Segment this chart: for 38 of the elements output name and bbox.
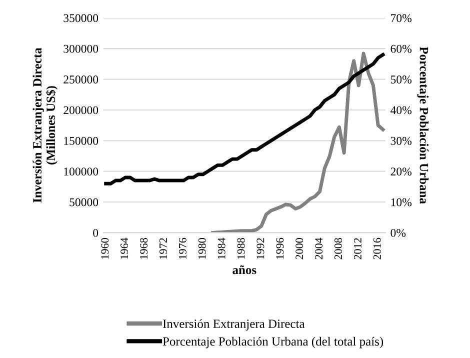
line-series	[211, 52, 385, 233]
y-tick-label: 350000	[64, 14, 98, 22]
x-tick-label: 1964	[120, 238, 128, 259]
x-tick-label: 2008	[334, 238, 342, 260]
y-axis-title: Inversión Extranjera Directa (Millones US$)	[32, 48, 58, 203]
y-tick-label: 100000	[64, 168, 98, 176]
x-tick-label: 1992	[256, 238, 264, 259]
y-tick-label: 0	[93, 228, 98, 237]
y2-tick-label: 30%	[390, 136, 412, 145]
x-tick-label: 1960	[101, 238, 109, 259]
y2-axis-title: Porcentaje Población Urbana	[417, 46, 429, 204]
y-tick-label: 50000	[70, 198, 98, 206]
y2-tick-label: 70%	[391, 14, 412, 22]
x-tick-label: 1996	[276, 238, 284, 259]
x-tick-label: 1968	[140, 238, 148, 259]
x-tick-label: 2012	[354, 238, 362, 260]
y2-tick-label: 20%	[390, 168, 412, 176]
legend-label: Porcentaje Población Urbana (del total país)	[162, 336, 384, 348]
x-tick-label: 1976	[178, 238, 186, 259]
y-tick-label: 150000	[64, 136, 98, 145]
x-tick-label: 2016	[373, 238, 381, 260]
line-series	[104, 52, 385, 186]
y2-tick-label: 60%	[390, 44, 412, 53]
y-tick-label: 300000	[64, 44, 98, 53]
x-tick-label: 2000	[296, 238, 304, 260]
x-tick-label: 2004	[315, 238, 323, 260]
y-tick-label: 250000	[64, 76, 98, 84]
x-tick-label: 1980	[198, 238, 206, 259]
x-tick-label: 1988	[237, 238, 245, 259]
x-tick-label: 1984	[218, 238, 226, 259]
y-tick-label: 200000	[64, 106, 98, 114]
legend-label: Inversión Extranjera Directa	[162, 319, 305, 331]
y2-tick-label: 40%	[390, 106, 412, 114]
y2-tick-label: 0%	[390, 228, 406, 237]
y2-tick-label: 10%	[391, 198, 412, 206]
y2-tick-label: 50%	[390, 76, 412, 84]
x-axis-title: años	[232, 265, 256, 274]
x-tick-label: 1972	[159, 238, 167, 259]
